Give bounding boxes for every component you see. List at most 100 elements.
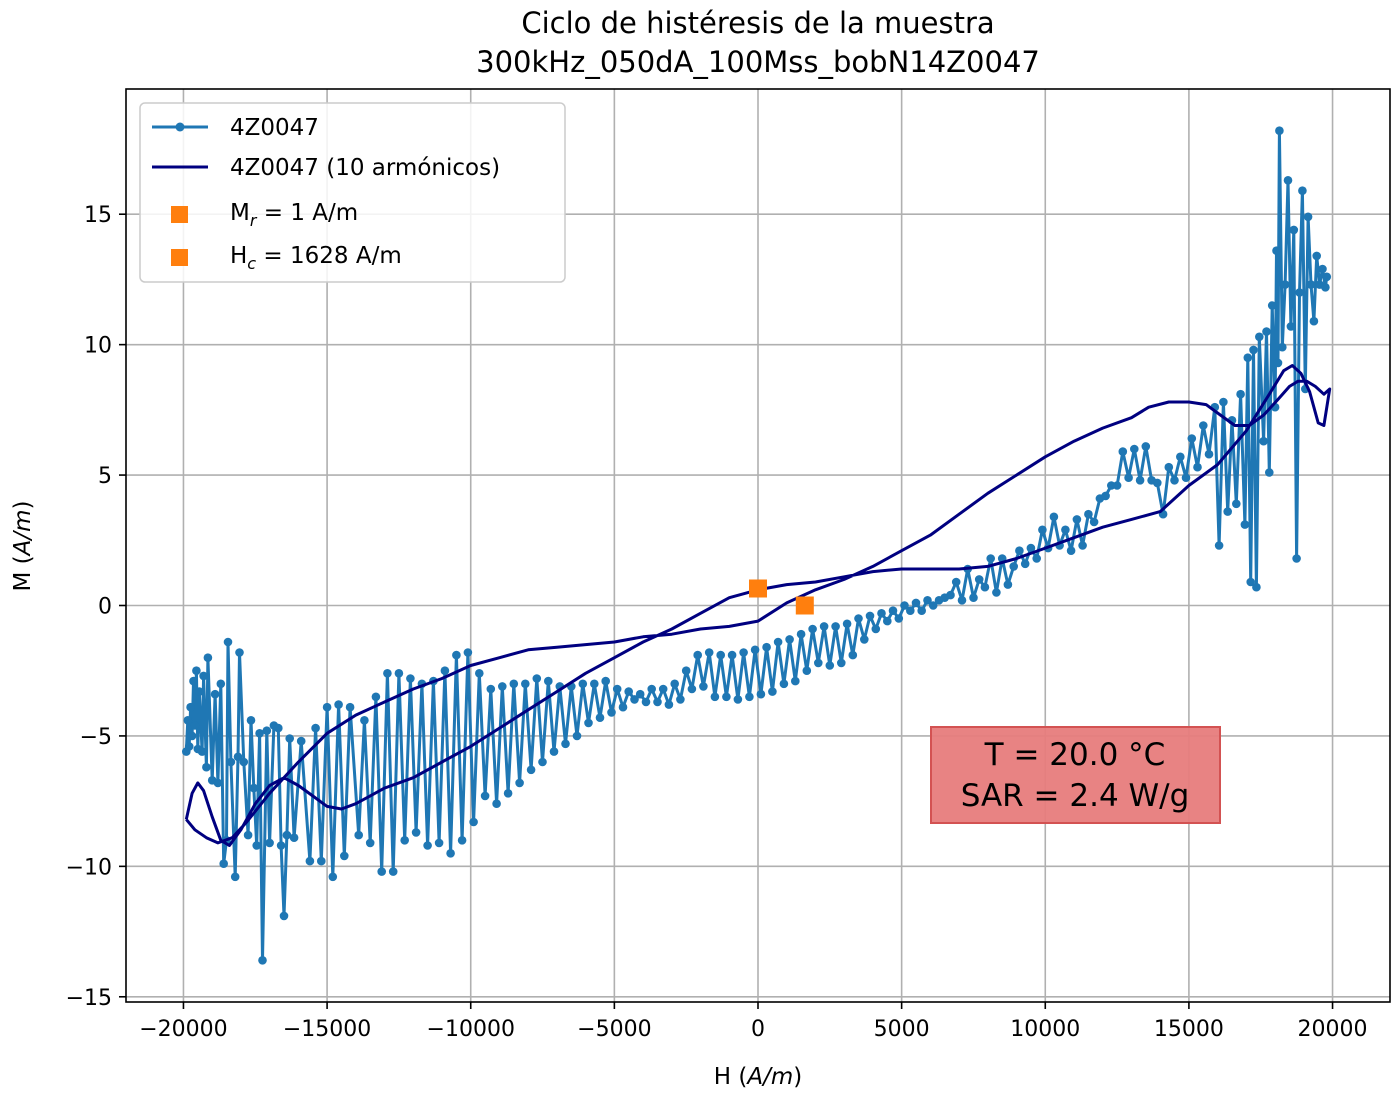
- legend-box: [139, 102, 566, 283]
- data-point: [1078, 541, 1087, 550]
- y-tick-label: 0: [98, 594, 112, 619]
- legend-label-fit: 4Z0047 (10 armónicos): [230, 155, 500, 181]
- data-point: [216, 679, 226, 689]
- data-point: [791, 676, 800, 686]
- data-point: [446, 849, 455, 858]
- data-point: [865, 611, 875, 621]
- data-point: [233, 752, 243, 762]
- data-point: [526, 765, 536, 775]
- data-point: [203, 653, 213, 662]
- data-point: [612, 684, 622, 694]
- data-point: [1015, 546, 1024, 555]
- data-point: [911, 598, 921, 608]
- data-point: [1280, 280, 1290, 289]
- data-point: [317, 856, 326, 866]
- data-point: [452, 650, 461, 660]
- data-point: [773, 637, 783, 647]
- data-point: [246, 716, 256, 725]
- data-point: [189, 676, 198, 686]
- data-point: [739, 648, 748, 657]
- y-tick-label: 5: [98, 464, 112, 489]
- data-point: [1124, 473, 1133, 483]
- data-point: [230, 872, 240, 882]
- data-point: [1232, 499, 1241, 509]
- data-point: [906, 606, 915, 615]
- data-point: [888, 606, 898, 615]
- data-point: [388, 867, 398, 876]
- data-point: [1066, 546, 1076, 555]
- data-point: [1272, 246, 1281, 255]
- data-point: [716, 650, 725, 660]
- data-point: [1026, 543, 1036, 553]
- data-point: [1259, 436, 1268, 446]
- data-point: [521, 679, 530, 689]
- data-point: [276, 841, 286, 850]
- legend: 4Z0047 4Z0047 (10 armónicos) Mr = 1 A/m …: [139, 102, 566, 283]
- data-point: [854, 614, 863, 623]
- data-point: [1275, 126, 1284, 135]
- data-point: [192, 666, 201, 675]
- data-point: [704, 648, 714, 657]
- y-tick-label: 10: [84, 334, 112, 359]
- data-point: [831, 622, 840, 631]
- data-point: [1318, 264, 1327, 274]
- data-point: [190, 721, 200, 730]
- data-point: [1089, 517, 1099, 527]
- series-line-fit: [184, 364, 1332, 847]
- data-point: [595, 713, 605, 722]
- data-point: [894, 614, 904, 623]
- data-point: [532, 674, 542, 683]
- data-point: [223, 637, 233, 647]
- chart-title: Ciclo de histéresis de la muestra: [521, 6, 994, 40]
- legend-label-hc: Hc = 1628 A/m: [230, 243, 402, 273]
- x-tick-label: 5000: [874, 1017, 930, 1042]
- data-point: [871, 624, 881, 634]
- x-tick-label: 15000: [1154, 1017, 1224, 1042]
- data-point: [1219, 397, 1228, 407]
- data-point: [1289, 225, 1299, 235]
- data-point: [197, 747, 207, 756]
- data-point: [1176, 452, 1185, 462]
- y-axis: −15 −10 −5 0 5 10 15: [66, 203, 126, 1011]
- data-point: [411, 828, 421, 837]
- data-point: [1243, 353, 1253, 363]
- data-point: [842, 619, 852, 629]
- data-point: [1278, 342, 1287, 352]
- data-point: [1187, 434, 1197, 443]
- data-point: [400, 836, 410, 845]
- x-tick-label: −20000: [139, 1017, 227, 1042]
- x-tick-label: −15000: [283, 1017, 371, 1042]
- x-tick-label: 0: [751, 1017, 765, 1042]
- data-point: [1321, 283, 1330, 292]
- data-point: [802, 666, 812, 675]
- data-point: [693, 650, 702, 660]
- data-point: [590, 679, 599, 689]
- data-point: [394, 669, 404, 678]
- data-point: [210, 689, 220, 699]
- x-tick-label: 20000: [1298, 1017, 1368, 1042]
- data-point: [544, 676, 553, 686]
- data-point: [255, 729, 264, 738]
- data-point: [1199, 421, 1208, 430]
- legend-swatch-hc: [171, 249, 188, 266]
- data-point: [819, 622, 829, 631]
- data-point: [1170, 476, 1179, 485]
- data-point: [917, 606, 926, 615]
- y-axis-label: M (A/m): [10, 500, 36, 591]
- data-point: [219, 859, 228, 868]
- data-point: [1252, 582, 1261, 592]
- data-point: [601, 676, 610, 686]
- data-point: [1292, 554, 1301, 563]
- data-point: [1312, 251, 1321, 261]
- data-point: [1101, 491, 1110, 501]
- data-point: [311, 723, 320, 733]
- data-point: [969, 593, 978, 602]
- data-point: [279, 911, 289, 921]
- data-point: [750, 645, 760, 655]
- data-point: [1295, 288, 1304, 297]
- legend-swatch-mr: [171, 206, 188, 223]
- data-point: [371, 692, 381, 702]
- data-point: [265, 838, 274, 848]
- data-point: [274, 723, 283, 733]
- data-point: [1306, 280, 1316, 289]
